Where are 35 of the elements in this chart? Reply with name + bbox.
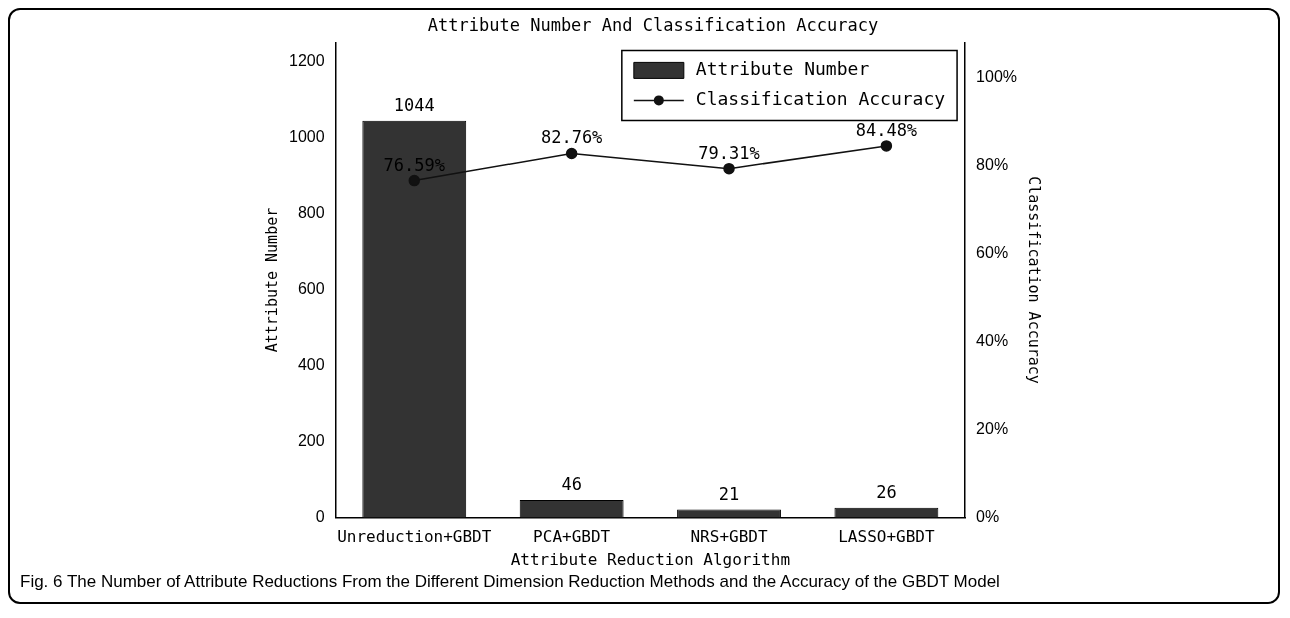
data-label: 21 xyxy=(718,483,740,504)
y2-axis-title: Classification Accuracy xyxy=(1025,176,1044,384)
y2-tick-label: 40% xyxy=(976,332,1009,350)
y2-tick-label: 0% xyxy=(976,508,1000,526)
y2-tick-label: 100% xyxy=(976,68,1017,86)
data-label: 84.48% xyxy=(855,119,918,140)
data-label: 82.76% xyxy=(540,127,603,148)
data-label: 26 xyxy=(876,481,897,502)
x-tick-label: LASSO+GBDT xyxy=(838,527,935,547)
y-tick-label: 1000 xyxy=(289,127,325,145)
caption: Fig. 6 The Number of Attribute Reductions From the Different Dimension Reduction Methods and the Accuracy of the GBDT Model xyxy=(19,571,1001,593)
x-axis-title: Attribute Reduction Algorithm xyxy=(510,549,791,569)
x-tick-label: NRS+GBDT xyxy=(690,527,768,547)
y2-tick-label: 80% xyxy=(976,156,1009,174)
chart-title: Attribute Number And Classification Accuracy xyxy=(427,14,879,35)
y-tick-label: 0 xyxy=(315,508,325,526)
legend-label: Classification Accuracy xyxy=(695,88,946,110)
x-tick-label: Unreduction+GBDT xyxy=(337,527,492,547)
data-label: 79.31% xyxy=(698,142,760,163)
point xyxy=(723,162,735,175)
point xyxy=(565,147,578,160)
y-tick-label: 600 xyxy=(297,279,325,297)
y-tick-label: 800 xyxy=(297,203,325,221)
y-tick-label: 1200 xyxy=(289,51,325,69)
point xyxy=(880,140,893,152)
data-label: 1044 xyxy=(393,94,435,115)
data-label: 46 xyxy=(561,474,582,495)
y2-tick-label: 20% xyxy=(976,420,1009,438)
point xyxy=(408,174,421,187)
x-tick-label: PCA+GBDT xyxy=(533,527,611,547)
y-tick-label: 200 xyxy=(297,431,325,449)
legend-label: Attribute Number xyxy=(695,58,870,80)
y-axis-title: Attribute Number xyxy=(262,207,281,353)
y-tick-label: 400 xyxy=(297,355,325,373)
y2-tick-label: 60% xyxy=(976,244,1009,262)
